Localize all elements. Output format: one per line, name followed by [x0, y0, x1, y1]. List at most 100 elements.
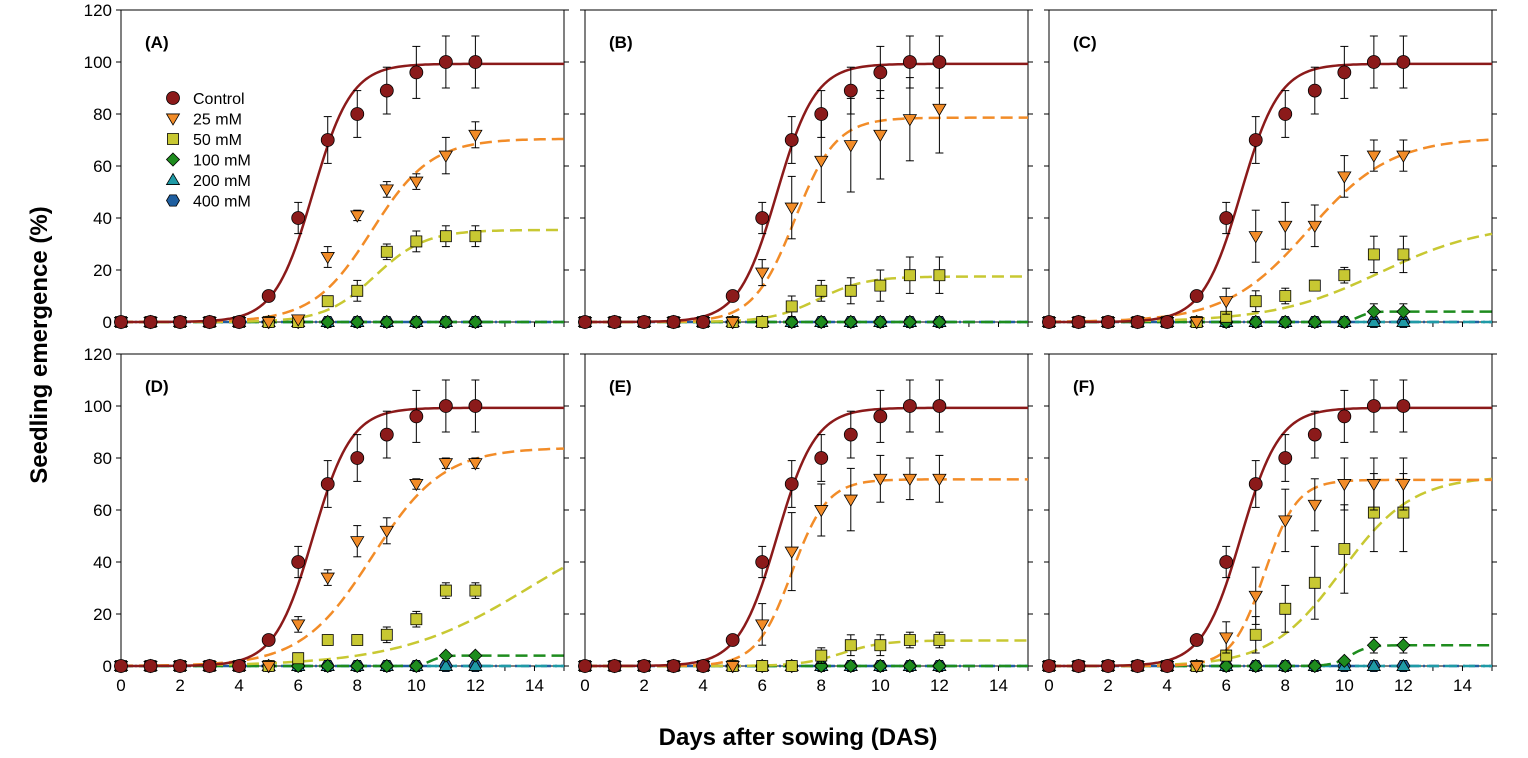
data-point-200-mm [438, 658, 454, 671]
data-point-control [666, 315, 681, 329]
plot-frame [1048, 353, 1493, 667]
data-point-control [291, 211, 306, 225]
panel-label: (B) [609, 33, 633, 52]
y-tick-label: 100 [84, 53, 112, 72]
legend-marker-400-mm [166, 194, 180, 207]
data-point-control [143, 659, 158, 673]
data-point-control [1130, 659, 1145, 673]
data-point-control [784, 477, 799, 491]
data-point-25-mm [468, 129, 483, 143]
data-point-50-mm [321, 634, 334, 646]
data-point-100-mm [1396, 304, 1411, 319]
data-point-100-mm [843, 314, 858, 330]
y-tick-label: 60 [93, 501, 112, 520]
x-tick-label: 0 [580, 676, 589, 695]
y-tick-label: 40 [93, 553, 112, 572]
data-point-control [932, 399, 947, 413]
data-point-control [902, 55, 917, 69]
data-point-control [1101, 315, 1115, 329]
data-point-50-mm [1279, 602, 1292, 615]
data-point-50-mm [292, 652, 305, 665]
data-point-100-mm [320, 314, 335, 330]
data-point-50-mm [903, 634, 916, 646]
data-point-100-mm [468, 314, 483, 330]
data-point-25-mm [1337, 171, 1352, 184]
data-point-control [114, 659, 128, 673]
y-tick-label: 120 [84, 1, 112, 20]
y-tick-label: 20 [93, 605, 112, 624]
data-point-control [232, 315, 247, 329]
data-point-25-mm [725, 317, 740, 330]
data-point-control [468, 399, 483, 413]
data-point-50-mm [1367, 248, 1380, 261]
data-point-50-mm [1308, 576, 1321, 589]
data-point-25-mm [755, 619, 770, 632]
data-point-control [755, 211, 770, 225]
panel-f: 0 2 4 6 8 10 12 14 (F) [1041, 353, 1497, 695]
fit-curve-100-mm [1049, 643, 1492, 668]
data-point-200-mm [1396, 314, 1411, 327]
data-point-control [814, 107, 829, 121]
data-point-25-mm [379, 525, 394, 539]
data-point-control [202, 659, 217, 673]
data-point-100-mm [784, 314, 799, 330]
x-tick-label: 2 [1103, 676, 1112, 695]
plot-frame [584, 353, 1029, 667]
data-point-25-mm [1219, 632, 1234, 645]
data-point-control [696, 659, 711, 673]
data-point-control [114, 315, 128, 329]
data-point-100-mm [379, 314, 394, 330]
data-point-50-mm [469, 230, 482, 243]
data-point-control [1366, 55, 1381, 69]
data-point-100-mm [1248, 658, 1263, 674]
data-point-control [232, 659, 247, 673]
data-point-25-mm [873, 473, 888, 487]
data-point-control [607, 659, 622, 673]
data-point-200-mm [1396, 658, 1411, 671]
data-point-control [261, 633, 276, 647]
data-point-50-mm [933, 269, 946, 282]
fit-curve-50-mm [121, 228, 565, 324]
data-point-control [578, 659, 592, 673]
x-tick-label: 12 [930, 676, 949, 695]
data-point-control [637, 659, 651, 673]
data-point-100-mm [350, 658, 365, 674]
data-point-control [1278, 451, 1293, 465]
data-point-control [1042, 315, 1056, 329]
data-point-50-mm [874, 639, 887, 652]
data-point-100-mm [1219, 658, 1234, 674]
data-point-control [409, 409, 424, 424]
data-point-control [1130, 315, 1145, 329]
data-point-control [873, 65, 888, 80]
data-point-100-mm [1248, 314, 1263, 330]
data-point-25-mm [1337, 479, 1352, 492]
data-point-control [873, 409, 888, 424]
data-point-100-mm [814, 658, 829, 674]
data-point-control [1366, 399, 1381, 413]
data-point-25-mm [261, 661, 276, 674]
data-point-25-mm [902, 114, 918, 127]
panel-label: (E) [609, 377, 632, 396]
legend-label: Control [193, 91, 245, 108]
data-point-control [320, 477, 335, 491]
x-tick-label: 10 [871, 676, 890, 695]
data-point-25-mm [843, 140, 858, 153]
data-point-control [379, 83, 394, 98]
x-tick-label: 2 [639, 676, 648, 695]
x-axis-title: Days after sowing (DAS) [659, 724, 938, 751]
panel-label: (A) [145, 33, 169, 52]
fit-curve-25-mm [1049, 478, 1492, 668]
x-tick-label: 14 [989, 676, 1008, 695]
data-point-100-mm [1366, 304, 1381, 319]
x-tick-label: 14 [525, 676, 544, 695]
y-tick-label: 100 [84, 397, 112, 416]
data-point-50-mm [351, 634, 364, 646]
data-point-25-mm [1248, 590, 1263, 604]
data-point-100-mm [1278, 658, 1293, 674]
legend: Control 25 mM 50 mM 100 mM 200 mM 400 mM [165, 91, 251, 211]
fit-curve-25-mm [120, 447, 565, 668]
data-point-50-mm [1338, 269, 1351, 282]
plot-frame [584, 9, 1029, 323]
data-point-control [1189, 633, 1204, 647]
